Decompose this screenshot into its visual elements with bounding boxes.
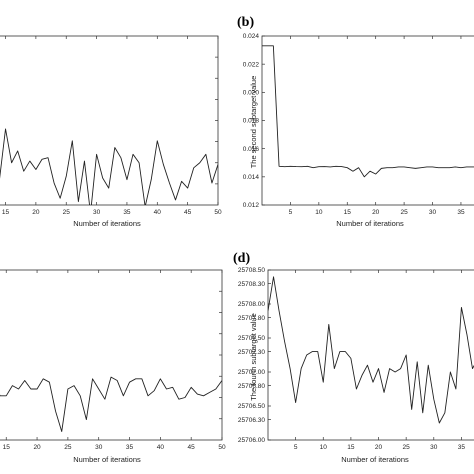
x-tick-label: 25 — [64, 444, 72, 451]
x-tick-label: 25 — [63, 209, 71, 216]
x-tick-label: 25 — [403, 444, 411, 451]
x-tick-label: 45 — [188, 444, 196, 451]
plot-frame — [267, 269, 474, 441]
x-axis-label: Number of iterations — [341, 455, 409, 464]
chart-c: 101520253035404550Number of iterations — [0, 269, 226, 464]
x-tick-label: 30 — [95, 444, 103, 451]
x-tick-label: 15 — [2, 209, 10, 216]
series-line-a — [0, 128, 218, 205]
x-tick-label: 45 — [184, 209, 192, 216]
chart-d: 5 10 15 20 25 30 35 25708.50 25708.30 25708.00 257… — [238, 267, 474, 464]
y-tick-label: 25706.80 — [238, 383, 265, 390]
x-tick-label: 5 — [289, 209, 293, 216]
y-tick-label: 0.014 — [243, 174, 260, 181]
chart-panels: 10 15 20 25 30 35 40 45 50 Number of iterations 5 1… — [0, 33, 474, 464]
plot-frame — [0, 269, 223, 441]
y-tick-label: 25707.50 — [238, 335, 265, 342]
x-tick-label: 20 — [375, 444, 383, 451]
panel-d-label: (d) — [233, 251, 250, 266]
y-tick-label: 25707.80 — [238, 315, 265, 322]
x-tick-label: 10 — [315, 209, 323, 216]
y-tick-label: 25708.50 — [238, 267, 265, 274]
x-tick-label: 15 — [347, 444, 355, 451]
y-tick-label: 25707.00 — [238, 369, 265, 376]
x-tick-label: 20 — [372, 209, 380, 216]
x-tick-label: 50 — [214, 209, 222, 216]
x-tick-label: 35 — [457, 209, 465, 216]
x-tick-label: 20 — [33, 444, 41, 451]
panel-label-b: (b) — [237, 15, 254, 30]
x-tick-label: 15 — [344, 209, 352, 216]
y-tick-label: 0.018 — [243, 118, 260, 125]
x-tick-label: 40 — [157, 444, 165, 451]
x-tick-label: 35 — [458, 444, 466, 451]
x-axis-label: Number of iterations — [73, 455, 141, 464]
y-tick-label: 0.012 — [243, 202, 260, 209]
chart-a: 101520253035404550Number of iterations — [0, 35, 222, 228]
y-tick-label: 25706.00 — [238, 437, 265, 444]
x-axis-label: Number of iterations — [73, 219, 141, 228]
y-axis-label: The fourth subtarget value — [249, 313, 258, 401]
x-tick-label: 30 — [93, 209, 101, 216]
series-line-b — [262, 45, 474, 178]
series-line-c — [0, 376, 222, 432]
x-tick-label: 40 — [154, 209, 162, 216]
x-tick-label: 30 — [430, 444, 438, 451]
y-axis-label: The second subtarget value — [249, 76, 258, 169]
y-tick-label: 25706.50 — [238, 403, 265, 410]
y-tick-label: 0.022 — [243, 61, 260, 68]
x-tick-label: 20 — [32, 209, 40, 216]
series-line-d — [268, 276, 474, 424]
chart-b: 5 10 15 20 25 30 35 0.024 0.022 0.020 0.018 0.016 0.… — [243, 33, 474, 228]
panel-b-label: (b) — [237, 15, 254, 30]
y-tick-label: 25707.30 — [238, 349, 265, 356]
y-tick-label: 0.024 — [243, 33, 260, 40]
x-tick-label: 5 — [294, 444, 298, 451]
y-tick-label: 25706.30 — [238, 417, 265, 424]
plot-frame — [261, 35, 474, 206]
x-axis-label: Number of iterations — [336, 219, 404, 228]
y-tick-label: 0.016 — [243, 146, 260, 153]
y-tick-label: 0.020 — [243, 90, 260, 97]
x-tick-label: 35 — [123, 209, 131, 216]
plot-frame — [0, 35, 219, 206]
y-tick-label: 25708.30 — [238, 281, 265, 288]
x-tick-label: 50 — [218, 444, 226, 451]
x-tick-label: 10 — [320, 444, 328, 451]
x-tick-label: 35 — [126, 444, 134, 451]
x-tick-label: 30 — [429, 209, 437, 216]
panel-label-d: (d) — [233, 251, 250, 266]
x-tick-label: 15 — [3, 444, 11, 451]
x-tick-label: 25 — [400, 209, 408, 216]
y-tick-label: 25708.00 — [238, 301, 265, 308]
